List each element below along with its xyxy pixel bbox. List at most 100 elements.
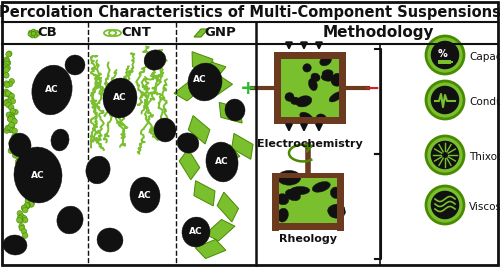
Circle shape [17,211,22,216]
Circle shape [18,166,24,171]
Ellipse shape [290,186,310,195]
Circle shape [8,122,14,128]
Circle shape [3,72,9,78]
Polygon shape [219,102,242,123]
Circle shape [4,57,10,62]
Circle shape [12,119,18,124]
Polygon shape [217,192,238,222]
Circle shape [26,187,32,193]
Circle shape [426,186,464,224]
Circle shape [12,133,18,139]
Text: AC: AC [113,93,127,103]
Circle shape [20,172,26,178]
Text: Electrochemistry: Electrochemistry [257,139,363,149]
Circle shape [426,36,464,74]
Ellipse shape [51,129,69,151]
Circle shape [5,125,10,131]
Ellipse shape [290,97,302,104]
Text: AC: AC [189,227,203,237]
Circle shape [16,159,21,165]
Ellipse shape [321,73,334,81]
Circle shape [12,128,18,134]
Bar [272,173,344,223]
Circle shape [22,215,27,221]
Circle shape [4,59,10,64]
Ellipse shape [182,217,210,247]
Circle shape [32,29,36,34]
Ellipse shape [130,177,160,213]
Circle shape [4,100,9,106]
Bar [450,61,453,63]
Ellipse shape [86,156,110,184]
Ellipse shape [177,133,199,153]
Ellipse shape [312,182,330,192]
Ellipse shape [9,133,31,157]
Text: +: + [240,78,256,97]
Circle shape [21,229,27,234]
Polygon shape [195,239,226,258]
Ellipse shape [328,204,345,216]
Circle shape [28,30,33,35]
Circle shape [8,127,14,133]
Circle shape [28,189,34,195]
Bar [274,52,346,59]
Circle shape [10,116,15,121]
Text: −: − [364,78,380,97]
Circle shape [12,148,18,154]
Circle shape [16,152,21,158]
Ellipse shape [276,194,289,205]
Circle shape [21,178,26,183]
Ellipse shape [311,73,320,81]
Circle shape [19,214,24,219]
Circle shape [28,201,34,206]
Circle shape [4,67,10,72]
Circle shape [25,184,30,190]
Circle shape [3,60,9,66]
Ellipse shape [303,64,312,72]
Circle shape [22,233,28,238]
Text: AC: AC [31,171,45,179]
Bar [274,117,346,124]
Circle shape [4,128,10,133]
Ellipse shape [103,78,137,118]
Ellipse shape [97,228,123,252]
Ellipse shape [3,235,27,255]
Circle shape [6,102,12,108]
Circle shape [8,92,13,98]
Circle shape [25,198,30,204]
Circle shape [10,127,16,133]
Bar [272,223,344,230]
Circle shape [22,205,27,211]
Circle shape [30,187,36,192]
Circle shape [33,34,38,38]
Text: AC: AC [45,85,59,95]
Ellipse shape [32,65,72,115]
Circle shape [6,52,12,57]
Circle shape [14,139,20,145]
Circle shape [4,73,9,78]
Circle shape [26,195,31,201]
Text: CNT: CNT [121,26,151,40]
Text: Capacitance: Capacitance [469,52,500,62]
Bar [337,173,344,231]
Text: Viscosity: Viscosity [469,202,500,212]
Ellipse shape [296,96,312,107]
Circle shape [3,89,9,95]
Circle shape [8,117,14,122]
Ellipse shape [320,56,332,66]
Circle shape [3,64,9,69]
Circle shape [28,188,34,193]
Circle shape [10,99,16,104]
Circle shape [12,109,18,115]
Ellipse shape [290,97,299,105]
Ellipse shape [154,118,176,142]
Circle shape [11,117,16,123]
Polygon shape [194,181,215,206]
Polygon shape [188,116,210,144]
Ellipse shape [278,208,288,222]
Circle shape [8,140,14,146]
Circle shape [9,113,15,118]
Polygon shape [198,62,226,84]
Circle shape [20,170,25,175]
Circle shape [25,203,30,209]
